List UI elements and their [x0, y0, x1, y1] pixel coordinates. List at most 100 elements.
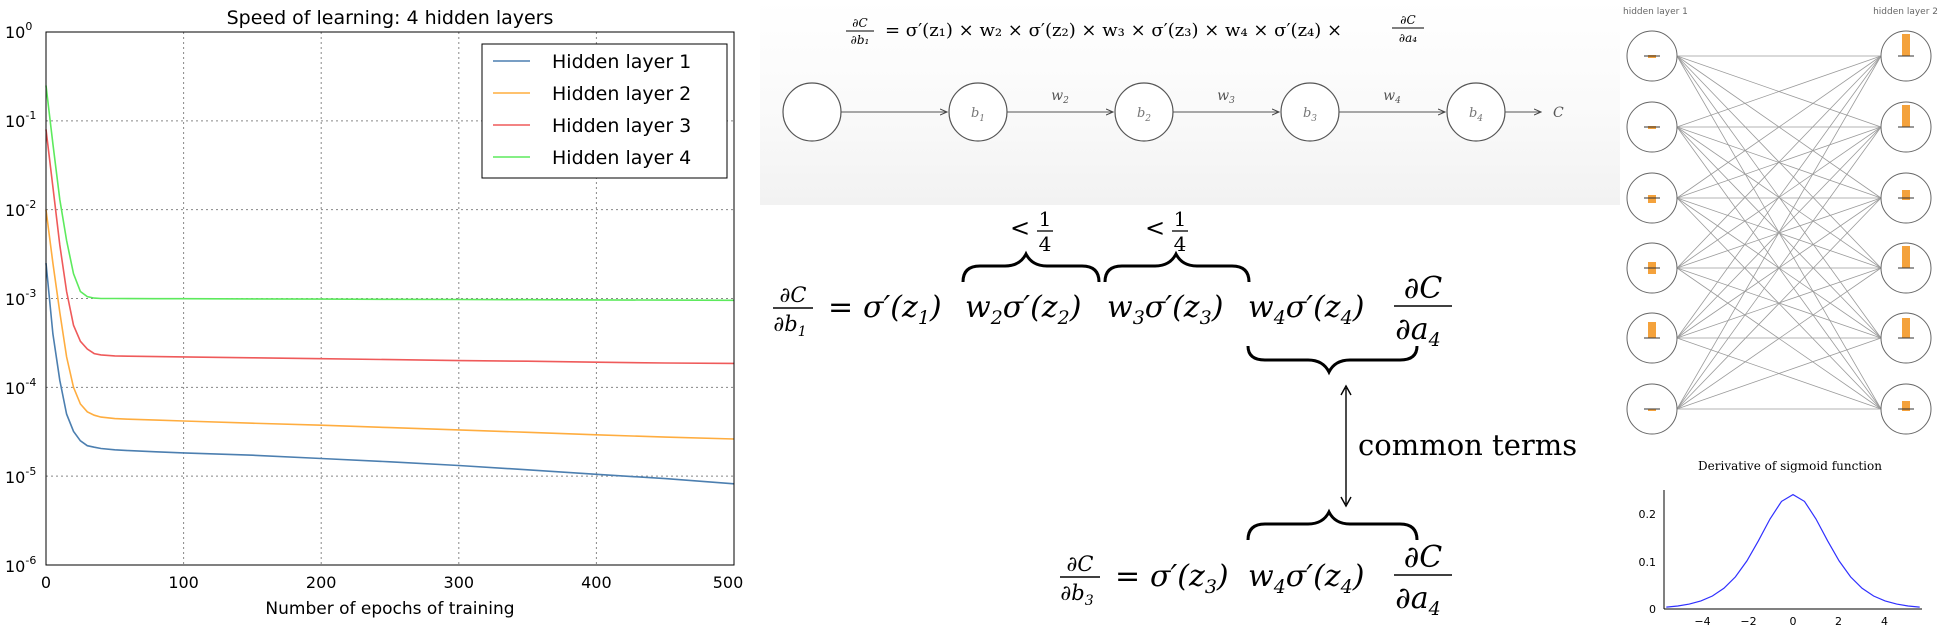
network-edge	[1676, 197, 1882, 410]
bound-annotation: < 1 4	[1145, 207, 1188, 256]
y-tick-label: 10-6	[5, 554, 36, 576]
svg-text:w2σ′(z2): w2σ′(z2)	[965, 290, 1081, 329]
y-tick-label: 0.1	[1639, 556, 1657, 569]
svg-text:4: 4	[1039, 232, 1052, 256]
activation-bar	[1648, 409, 1656, 411]
y-tick-label: 10-1	[5, 109, 36, 131]
chain-nodes: b1 b2 b3 b4	[782, 82, 1506, 142]
overbrace	[1246, 508, 1419, 541]
network-edges	[1676, 55, 1882, 410]
activation-bar	[1902, 34, 1910, 56]
chart-frame	[45, 31, 735, 566]
equation-db1: ∂C ∂b1 = σ′(z1) w2σ′(z2) w3σ′(z3) w4σ′(z…	[773, 271, 1452, 351]
weight-label: w4	[1383, 88, 1401, 106]
node-label: b1	[971, 106, 985, 124]
top-tail-den: ∂a₄	[1399, 31, 1417, 45]
series-line	[45, 129, 735, 365]
activation-bar	[1902, 246, 1910, 268]
chart-title: Speed of learning: 4 hidden layers	[227, 7, 554, 29]
svg-text:∂C: ∂C	[1067, 552, 1094, 576]
node-label: b2	[1137, 106, 1151, 124]
x-tick-label: 200	[306, 573, 337, 592]
legend-box	[481, 43, 728, 179]
speed-of-learning-chart: Speed of learning: 4 hidden layers 0 100…	[5, 7, 743, 619]
svg-text:∂b3: ∂b3	[1060, 581, 1093, 609]
weight-label: w3	[1217, 88, 1235, 106]
svg-text:σ′(z1): σ′(z1)	[863, 290, 942, 329]
y-tick-label: 10-2	[5, 198, 36, 220]
overbrace	[961, 250, 1101, 283]
svg-text:<: <	[1010, 214, 1030, 242]
svg-text:∂a4: ∂a4	[1395, 312, 1441, 351]
y-tick-label: 10-4	[5, 376, 36, 398]
equation-db3: ∂C ∂b3 = σ′(z3) w4σ′(z4) ∂C ∂a4	[1060, 540, 1452, 620]
network-edge	[1676, 55, 1882, 339]
top-frac-num: ∂C	[852, 16, 867, 30]
svg-text:∂a4: ∂a4	[1395, 581, 1441, 620]
sigmoid-ticks: −4 −2 0 2 4 0 0.1 0.2	[1639, 508, 1889, 628]
top-tail-num: ∂C	[1400, 13, 1415, 27]
chart-title: Derivative of sigmoid function	[1698, 459, 1882, 473]
activation-bar	[1648, 322, 1656, 338]
top-frac-den: ∂b₁	[851, 33, 870, 47]
network-edge	[1676, 126, 1882, 410]
svg-text:w3σ′(z3): w3σ′(z3)	[1107, 290, 1223, 329]
svg-text:∂C: ∂C	[1404, 540, 1443, 575]
sigmoid-curve	[1666, 493, 1920, 608]
gradient-equations: < 1 4 < 1 4 ∂C ∂b1 = σ′(z1) w2σ′(z2) w3σ…	[773, 207, 1577, 620]
network-diagram: hidden layer 1 hidden layer 2	[1623, 7, 1938, 435]
svg-text:=: =	[828, 290, 853, 325]
y-tick-label: 100	[5, 20, 32, 42]
legend-label: Hidden layer 2	[552, 83, 691, 105]
network-nodes	[1626, 30, 1932, 435]
x-tick-label: 400	[581, 573, 612, 592]
x-tick-label: 500	[713, 573, 744, 592]
common-terms-label: common terms	[1358, 428, 1577, 462]
y-tick-label: 0	[1649, 603, 1656, 616]
svg-text:1: 1	[1174, 207, 1187, 231]
chart-legend: Hidden layer 1 Hidden layer 2 Hidden lay…	[481, 43, 728, 179]
svg-text:∂C: ∂C	[780, 283, 807, 307]
activation-bar	[1902, 105, 1910, 127]
legend-label: Hidden layer 1	[552, 51, 691, 73]
series-line	[45, 85, 735, 302]
node-label: b3	[1303, 106, 1317, 124]
sigmoid-plot	[1666, 493, 1920, 608]
x-tick-label: 4	[1881, 615, 1888, 628]
svg-text:1: 1	[1039, 207, 1052, 231]
x-tick-label: 300	[444, 573, 475, 592]
svg-text:w4σ′(z4): w4σ′(z4)	[1248, 290, 1364, 329]
svg-text:w4σ′(z4): w4σ′(z4)	[1248, 559, 1364, 598]
svg-text:=: =	[1115, 559, 1140, 594]
layer1-label: hidden layer 1	[1623, 7, 1688, 17]
top-formula-body: = σ′(z₁) × w₂ × σ′(z₂) × w₃ × σ′(z₃) × w…	[885, 20, 1342, 41]
chart-series-lines	[45, 85, 735, 485]
chain-diagram: ∂C ∂b₁ = σ′(z₁) × w₂ × σ′(z₂) × w₃ × σ′(…	[760, 0, 1620, 205]
chain-node	[782, 82, 842, 142]
layer2-label: hidden layer 2	[1873, 7, 1938, 17]
legend-label: Hidden layer 4	[552, 147, 691, 169]
weight-label: w2	[1051, 88, 1069, 106]
x-tick-label: 100	[168, 573, 199, 592]
y-tick-label: 10-5	[5, 465, 36, 487]
y-tick-label: 0.2	[1639, 508, 1657, 521]
output-label: C	[1553, 105, 1564, 121]
legend-label: Hidden layer 3	[552, 115, 691, 137]
network-edge	[1676, 337, 1882, 410]
x-tick-label: 0	[41, 573, 51, 592]
y-tick-label: 10-3	[5, 287, 36, 309]
svg-text:∂C: ∂C	[1404, 271, 1443, 306]
network-edge	[1676, 267, 1882, 410]
x-tick-label: −4	[1694, 615, 1710, 628]
series-line	[45, 209, 735, 440]
network-edge	[1676, 55, 1882, 269]
activation-bar	[1902, 318, 1910, 338]
activation-bar	[1902, 401, 1910, 411]
chart-ticks: 0 100 200 300 400 500 100 10-1 10-2 10-3…	[5, 20, 743, 592]
svg-text:4: 4	[1174, 232, 1187, 256]
x-tick-label: 2	[1835, 615, 1842, 628]
x-axis-label: Number of epochs of training	[265, 599, 514, 619]
bound-annotation: < 1 4	[1010, 207, 1053, 256]
svg-text:σ′(z3): σ′(z3)	[1150, 559, 1229, 598]
svg-text:∂b1: ∂b1	[773, 312, 806, 340]
